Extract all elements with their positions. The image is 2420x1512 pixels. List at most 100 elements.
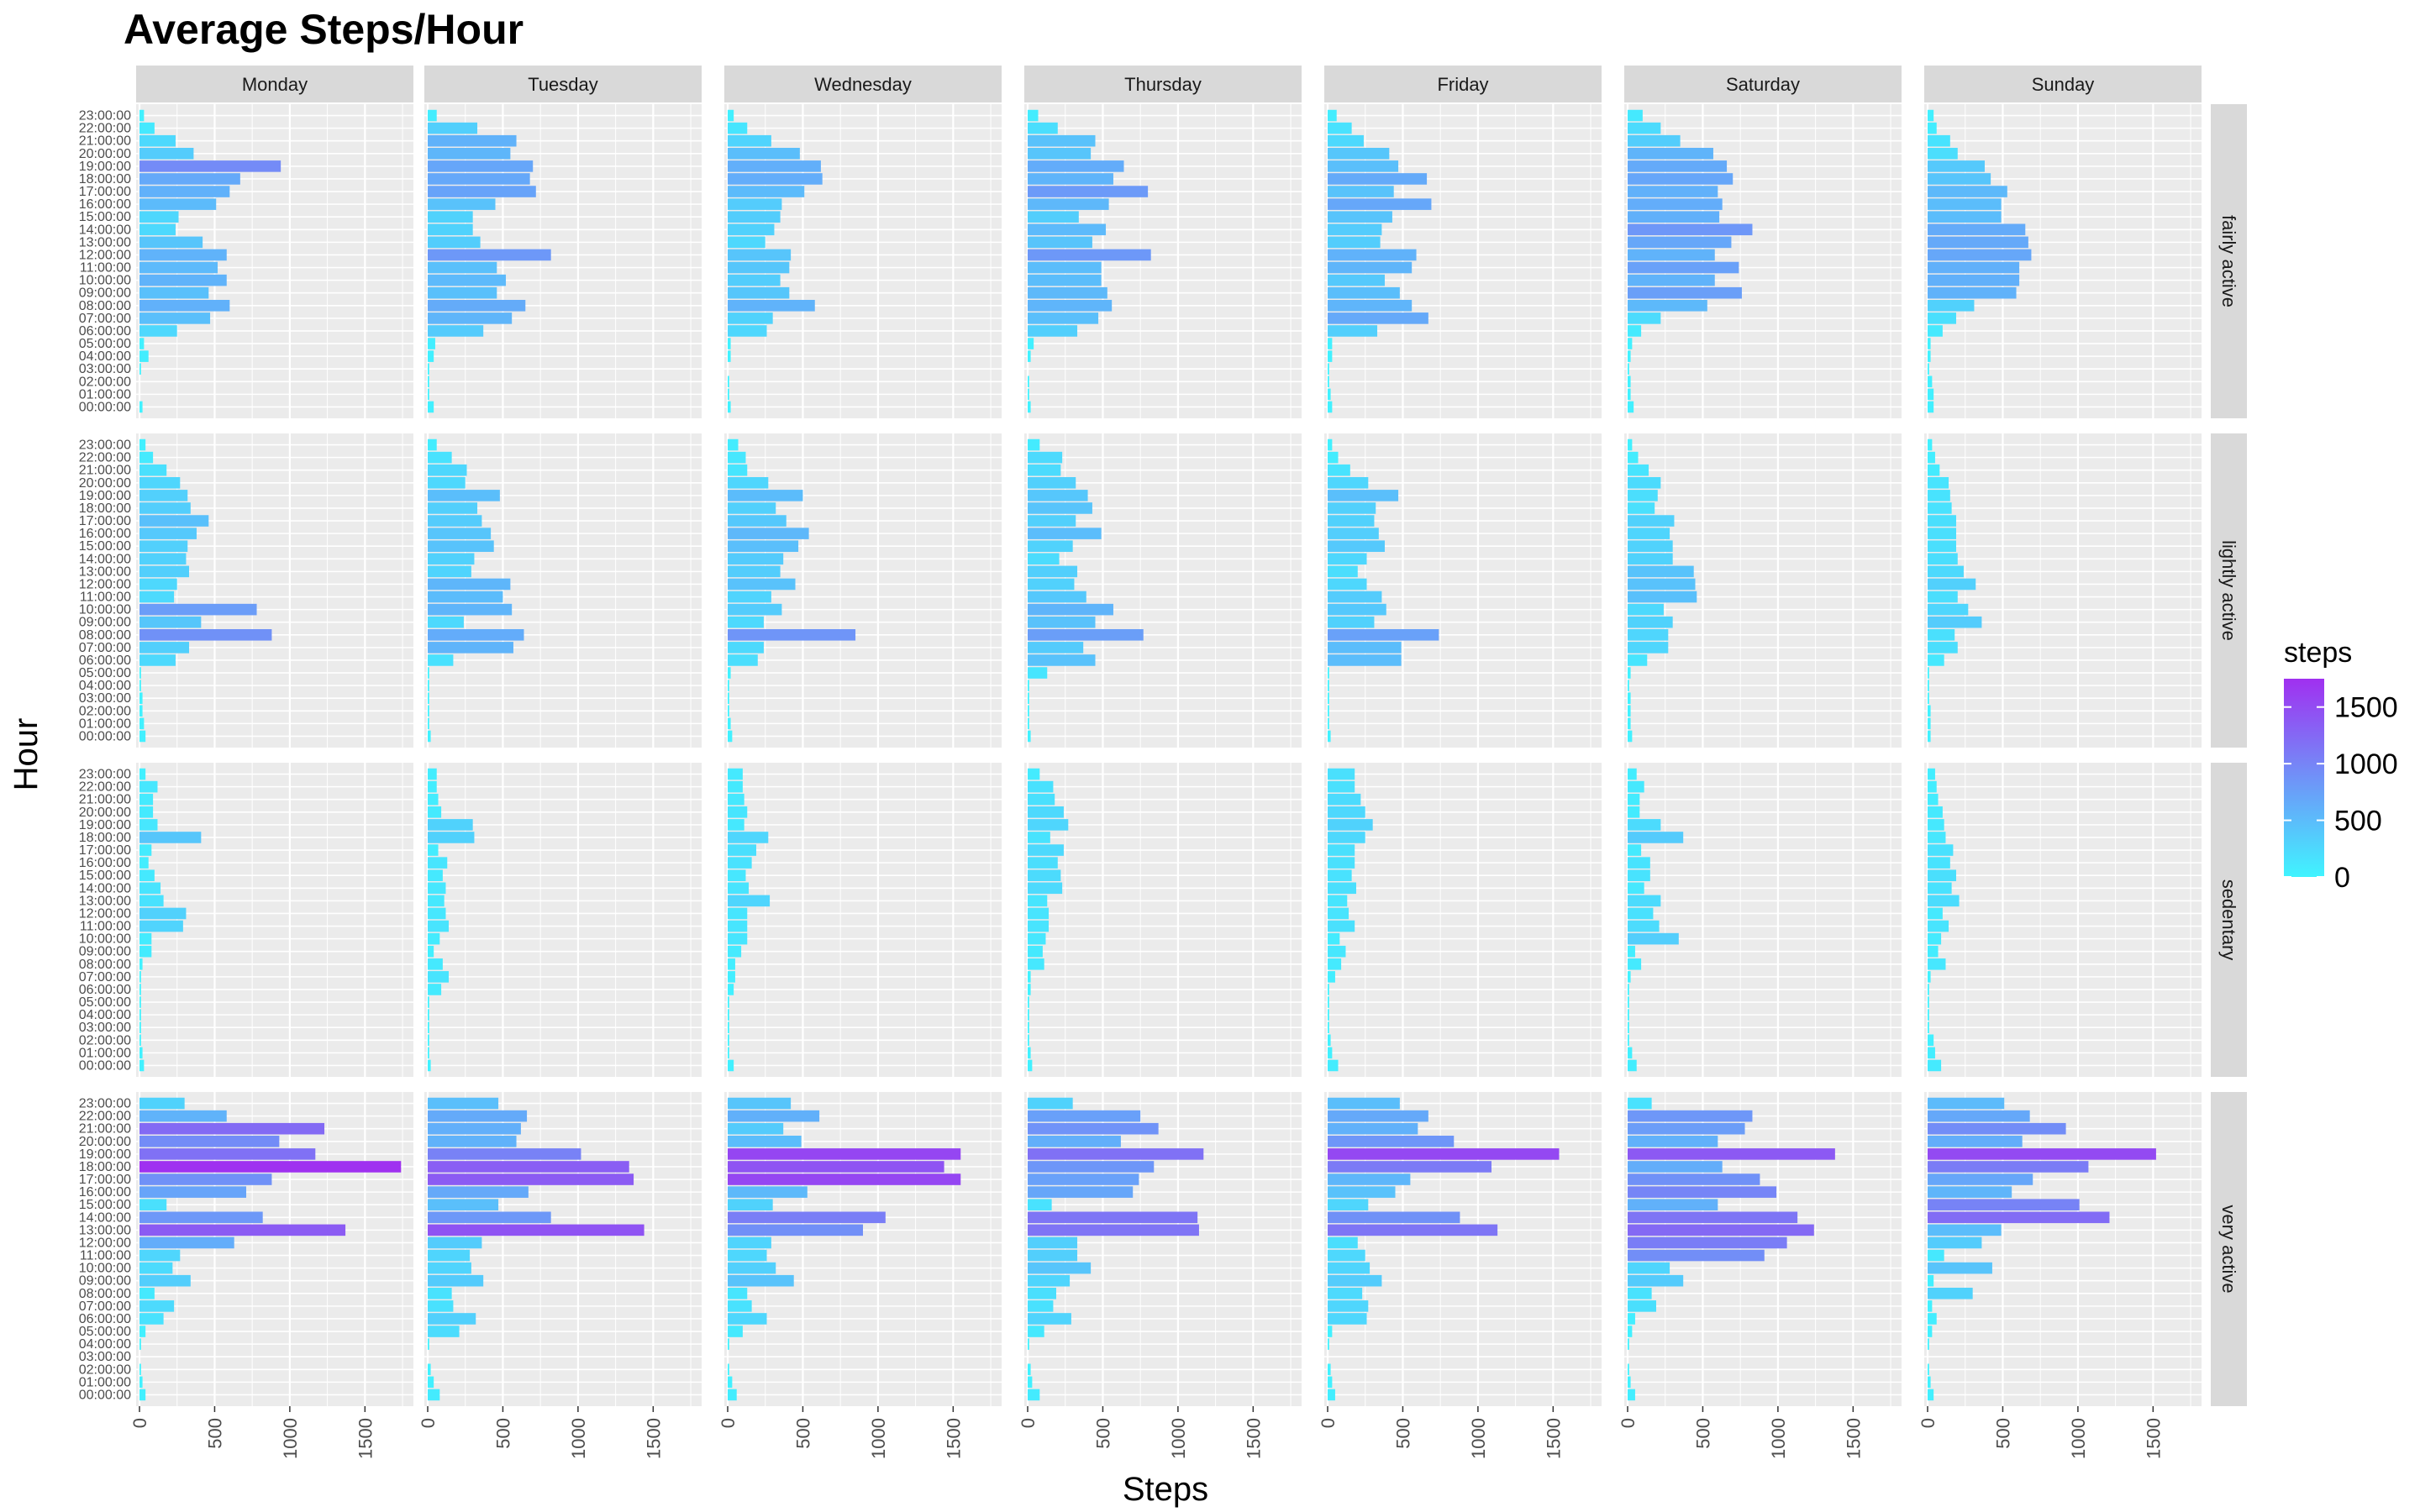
bar-thursday-fairly-active-13 [1028,236,1092,249]
bar-thursday-fairly-active-14 [1028,223,1107,236]
bar-monday-sedentary-6 [139,984,141,995]
bar-monday-lightly-active-17 [139,515,209,527]
row-strip-label-sedentary: sedentary [2218,879,2239,961]
bar-friday-sedentary-10 [1328,932,1340,945]
bar-sunday-fairly-active-19 [1928,160,1985,172]
bar-saturday-fairly-active-20 [1628,148,1713,160]
bar-friday-fairly-active-11 [1328,261,1413,274]
bar-friday-fairly-active-8 [1328,300,1413,312]
bar-saturday-lightly-active-10 [1628,603,1664,616]
x-tick-label: 1000 [2068,1418,2089,1459]
bar-wednesday-sedentary-9 [728,945,742,958]
bar-sunday-sedentary-5 [1928,996,1929,1008]
bar-tuesday-lightly-active-19 [428,490,500,501]
bar-friday-fairly-active-12 [1328,249,1417,261]
bar-saturday-lightly-active-5 [1628,667,1631,679]
bar-thursday-sedentary-14 [1028,882,1063,895]
bar-monday-sedentary-18 [139,832,202,843]
bar-wednesday-fairly-active-20 [728,148,800,160]
bar-sunday-lightly-active-15 [1928,540,1956,552]
bar-thursday-sedentary-0 [1028,1059,1033,1072]
bar-saturday-sedentary-2 [1628,1034,1629,1047]
bar-saturday-lightly-active-7 [1628,642,1669,654]
bar-sunday-lightly-active-1 [1928,717,1931,730]
y-tick-label: 01:00:00 [79,1375,131,1389]
bar-sunday-lightly-active-16 [1928,528,1956,539]
bar-friday-sedentary-5 [1328,996,1329,1008]
bar-tuesday-sedentary-13 [428,895,445,907]
bar-friday-sedentary-12 [1328,907,1349,920]
panel-saturday-fairly-active [1624,104,1902,418]
bar-sunday-very-active-7 [1928,1300,1933,1312]
bar-friday-sedentary-4 [1328,1009,1329,1021]
bar-friday-very-active-17 [1328,1173,1411,1185]
y-tick-label: 12:00:00 [79,906,131,921]
bar-thursday-very-active-11 [1028,1249,1078,1262]
bar-friday-very-active-18 [1328,1161,1491,1173]
bar-friday-fairly-active-9 [1328,286,1400,299]
bar-wednesday-fairly-active-18 [728,173,823,185]
bar-monday-very-active-2 [139,1363,141,1376]
bar-friday-fairly-active-19 [1328,160,1399,172]
bar-sunday-fairly-active-1 [1928,388,1934,401]
bar-friday-fairly-active-2 [1328,375,1329,388]
bar-saturday-lightly-active-17 [1628,515,1675,527]
bar-thursday-sedentary-10 [1028,932,1046,945]
bar-tuesday-lightly-active-8 [428,629,524,641]
bar-monday-sedentary-22 [139,780,158,793]
bar-friday-fairly-active-7 [1328,312,1428,324]
bar-saturday-lightly-active-4 [1628,680,1629,691]
bar-thursday-fairly-active-1 [1028,388,1029,401]
x-tick-label: 500 [1992,1418,2013,1449]
bar-monday-fairly-active-7 [139,312,211,324]
bar-tuesday-lightly-active-15 [428,540,494,552]
bar-tuesday-sedentary-23 [428,768,437,780]
bar-sunday-fairly-active-23 [1928,109,1934,122]
bar-monday-very-active-0 [139,1389,146,1401]
bar-wednesday-very-active-19 [728,1148,961,1160]
y-tick-label: 10:00:00 [79,274,131,288]
panel-background [1624,763,1902,1077]
panel-tuesday-lightly-active [424,433,702,748]
bar-thursday-sedentary-19 [1028,819,1069,831]
bar-wednesday-lightly-active-20 [728,477,769,489]
bar-wednesday-fairly-active-2 [728,375,729,388]
bar-monday-sedentary-4 [139,1009,141,1021]
y-tick-label: 00:00:00 [79,1058,131,1073]
bar-wednesday-lightly-active-5 [728,667,731,679]
bar-wednesday-lightly-active-13 [728,565,781,578]
bar-friday-lightly-active-6 [1328,654,1402,666]
bar-friday-lightly-active-1 [1328,717,1329,730]
bar-sunday-sedentary-12 [1928,907,1943,920]
y-tick-label: 11:00:00 [80,920,131,934]
bar-sunday-very-active-10 [1928,1262,1992,1274]
bar-monday-lightly-active-1 [139,717,145,730]
bar-sunday-fairly-active-3 [1928,363,1929,375]
bar-sunday-lightly-active-13 [1928,565,1964,578]
bar-wednesday-very-active-20 [728,1136,802,1147]
bar-sunday-sedentary-0 [1928,1059,1942,1072]
bar-sunday-lightly-active-14 [1928,553,1958,565]
bar-friday-sedentary-6 [1328,984,1329,995]
y-tick-label: 18:00:00 [79,831,131,845]
bar-monday-fairly-active-11 [139,261,218,274]
bar-thursday-fairly-active-18 [1028,173,1113,185]
bar-wednesday-sedentary-13 [728,895,771,907]
bar-tuesday-very-active-5 [428,1326,460,1337]
panel-tuesday-very-active [424,1092,702,1406]
bar-monday-very-active-20 [139,1136,280,1147]
bar-tuesday-sedentary-20 [428,806,442,818]
bar-monday-fairly-active-4 [139,350,149,362]
panel-monday-lightly-active [136,433,413,748]
bar-saturday-very-active-16 [1628,1186,1777,1198]
y-tick-label: 12:00:00 [79,577,131,591]
panel-thursday-lightly-active [1024,433,1302,748]
bar-monday-lightly-active-3 [139,692,143,704]
bar-tuesday-fairly-active-10 [428,274,507,286]
panel-friday-lightly-active [1324,433,1602,748]
y-tick-label: 09:00:00 [79,1274,131,1289]
y-tick-label: 01:00:00 [79,717,131,731]
y-tick-label: 14:00:00 [79,552,131,566]
bar-saturday-sedentary-13 [1628,895,1661,907]
bar-thursday-very-active-7 [1028,1300,1054,1312]
